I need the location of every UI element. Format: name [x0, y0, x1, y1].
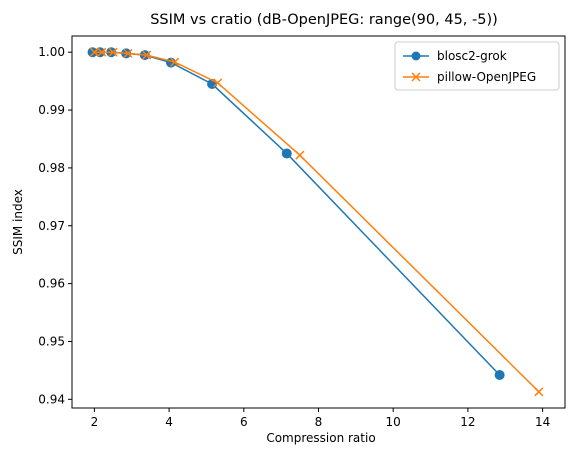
x-tick-label: 14 — [535, 415, 550, 429]
data-point — [534, 387, 544, 397]
series-line-0 — [92, 51, 501, 376]
x-tick-label: 6 — [240, 415, 248, 429]
data-point — [123, 48, 133, 58]
data-point — [213, 78, 223, 88]
plot-area: 2 4 6 8 10 12 14 0.94 0.95 0.96 0.97 0.98 0.99 1.00 — [38, 35, 566, 429]
y-tick-label: 0.94 — [38, 392, 65, 406]
y-tick-label: 0.95 — [38, 334, 65, 348]
data-point — [142, 50, 152, 60]
y-tick-label: 0.99 — [38, 103, 65, 117]
data-point — [170, 57, 180, 67]
chart-title: SSIM vs cratio (dB-OpenJPEG: range(90, 4… — [150, 12, 498, 28]
series-line-1 — [94, 51, 540, 393]
data-point — [108, 47, 118, 57]
data-point — [89, 47, 99, 57]
legend-box — [394, 41, 560, 91]
y-axis-label: SSIM index — [11, 189, 25, 255]
legend-marker — [411, 51, 421, 61]
data-point — [97, 47, 107, 57]
x-tick-label: 8 — [315, 415, 323, 429]
data-point — [281, 148, 292, 159]
y-tick-label: 0.97 — [38, 219, 65, 233]
y-tick-label: 0.96 — [38, 277, 65, 291]
x-tick-label: 12 — [460, 415, 475, 429]
y-tick-label: 1.00 — [38, 45, 65, 59]
legend: blosc2-grok pillow-OpenJPEG — [394, 41, 560, 91]
x-axis-label: Compression ratio — [266, 431, 375, 445]
legend-marker — [411, 72, 421, 82]
data-point — [295, 150, 305, 160]
data-point — [494, 370, 505, 381]
x-tick-label: 10 — [386, 415, 401, 429]
y-tick-label: 0.98 — [38, 161, 65, 175]
legend-label: blosc2-grok — [437, 49, 507, 63]
x-tick-label: 4 — [165, 415, 173, 429]
legend-label: pillow-OpenJPEG — [437, 70, 536, 84]
x-tick-label: 2 — [91, 415, 99, 429]
plot-frame — [71, 35, 566, 409]
